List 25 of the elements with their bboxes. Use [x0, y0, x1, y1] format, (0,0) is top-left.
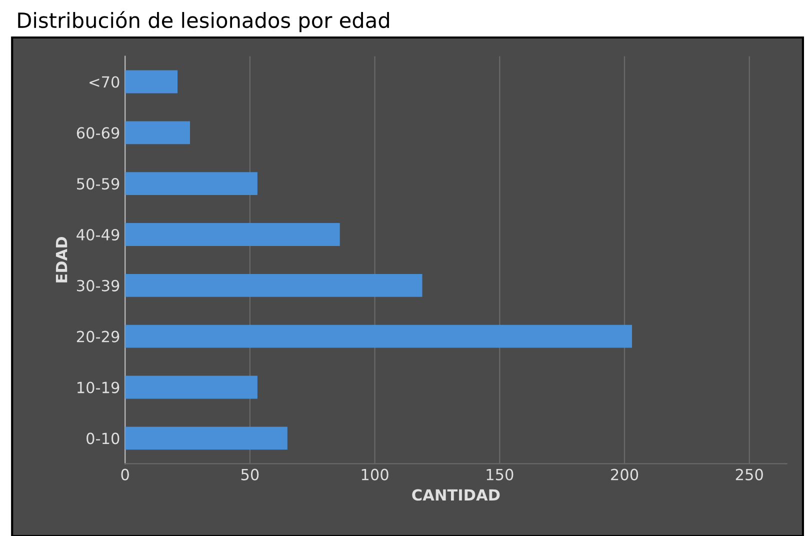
- y-tick-label: 30-39: [76, 280, 120, 292]
- bar: [125, 324, 632, 348]
- y-tick-label: 10-19: [78, 382, 120, 394]
- bar: [125, 376, 258, 399]
- y-tick-label: <70: [90, 76, 120, 88]
- x-tick-label: 100: [362, 468, 388, 480]
- y-tick-label: 50-59: [77, 178, 120, 190]
- y-tick-label: 60-69: [76, 127, 120, 139]
- chart-title: Distribución de lesionados por edad: [18, 11, 389, 32]
- bar: [125, 426, 288, 450]
- bar: [125, 223, 340, 246]
- x-tick-label: 150: [486, 468, 514, 480]
- x-tick-label: 0: [121, 468, 129, 480]
- y-tick-label: 0-10: [86, 432, 120, 444]
- x-tick-label: 200: [611, 468, 638, 480]
- y-axis-title: EDAD: [56, 236, 68, 282]
- y-tick-label: 20-29: [76, 330, 120, 342]
- y-tick-label: 40-49: [76, 228, 120, 241]
- bar: [125, 172, 258, 196]
- bar: [125, 121, 190, 144]
- x-tick-label: 250: [736, 468, 763, 480]
- x-tick-label: 50: [241, 468, 259, 480]
- bar: [125, 70, 178, 94]
- bar: [125, 274, 422, 297]
- x-axis-title: CANTIDAD: [412, 489, 500, 501]
